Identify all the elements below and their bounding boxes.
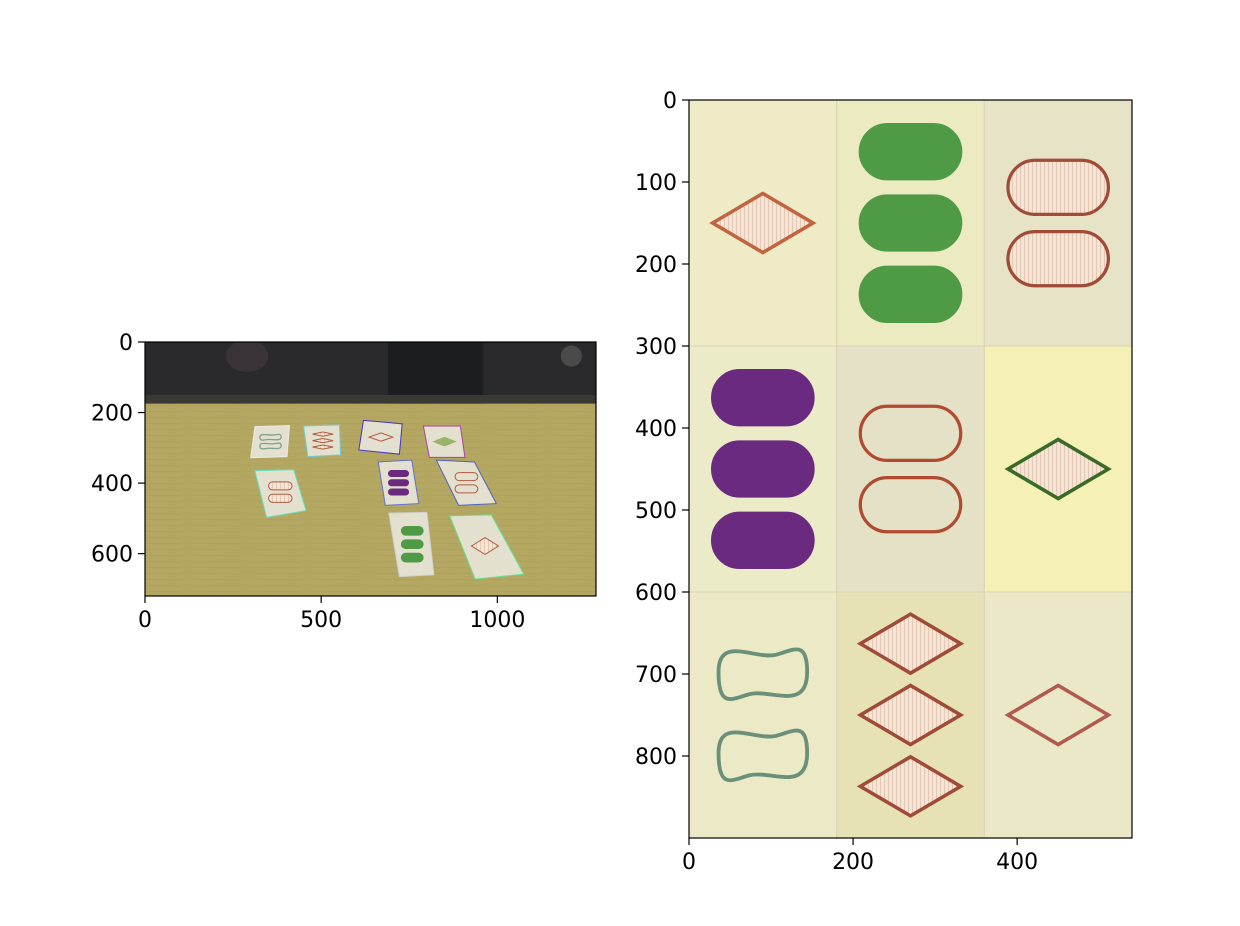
mosaic-symbol xyxy=(716,728,810,783)
card xyxy=(302,424,342,458)
card xyxy=(388,511,435,578)
card xyxy=(377,459,420,506)
mosaic-card xyxy=(836,345,985,593)
right-y-axis: 0 100 200 300 400 500 600 700 800 xyxy=(635,89,689,770)
card-symbol xyxy=(400,539,424,550)
mosaic-card-body xyxy=(689,591,838,838)
card-symbol xyxy=(400,552,424,563)
card-mosaic xyxy=(689,100,1132,838)
right-x-tick-label: 400 xyxy=(996,850,1038,875)
dark-panel xyxy=(388,342,484,404)
right-x-axis: 0 200 400 xyxy=(682,838,1038,875)
mosaic-card xyxy=(836,100,985,347)
left-x-axis: 0 500 1000 xyxy=(138,596,525,633)
left-axes-frame xyxy=(144,341,597,597)
left-x-tick-label: 500 xyxy=(300,608,342,633)
tabletop-photo xyxy=(145,342,596,596)
card-symbol xyxy=(387,479,410,487)
background-object xyxy=(560,345,582,367)
mosaic-symbol xyxy=(1004,683,1112,747)
mosaic-symbol xyxy=(856,612,965,676)
card-symbol xyxy=(400,526,424,536)
left-axes: 0 500 1000 0 200 400 600 xyxy=(91,331,597,633)
card xyxy=(358,419,403,455)
card-body xyxy=(250,425,291,459)
mosaic-card-body xyxy=(983,100,1132,347)
left-y-axis: 0 200 400 600 xyxy=(91,331,145,568)
card-symbol xyxy=(268,493,293,503)
right-y-tick-label: 100 xyxy=(635,171,677,196)
left-y-tick-label: 0 xyxy=(119,331,133,356)
mosaic-symbol xyxy=(1006,158,1110,217)
left-y-tick-label: 200 xyxy=(91,402,133,427)
right-x-tick-label: 200 xyxy=(832,850,874,875)
card xyxy=(250,425,291,459)
card-symbol xyxy=(432,436,457,447)
wall xyxy=(145,342,596,404)
mosaic-card xyxy=(983,345,1132,593)
mosaic-symbol xyxy=(716,647,810,701)
right-y-tick-label: 700 xyxy=(635,663,677,688)
mosaic-card xyxy=(689,345,838,593)
mosaic-card xyxy=(983,100,1132,347)
left-y-tick-label: 400 xyxy=(91,472,133,497)
right-y-tick-label: 500 xyxy=(635,499,677,524)
left-y-tick-label: 600 xyxy=(91,543,133,568)
card-symbol xyxy=(259,442,282,450)
person-silhouette xyxy=(226,342,269,372)
table-edge-shadow xyxy=(145,394,596,404)
card-symbol xyxy=(312,431,334,437)
left-x-tick-label: 1000 xyxy=(469,608,525,633)
left-x-tick-label: 0 xyxy=(138,608,152,633)
mosaic-symbol xyxy=(711,440,815,498)
right-axes: 0 200 400 0 100 200 300 400 500 600 700 800 xyxy=(635,89,1133,875)
mosaic-symbol xyxy=(709,191,817,255)
card-symbol xyxy=(312,444,334,450)
mosaic-card xyxy=(689,100,838,347)
card-symbol xyxy=(312,438,334,444)
card-symbol xyxy=(387,488,410,496)
right-y-tick-label: 200 xyxy=(635,253,677,278)
card xyxy=(449,514,525,580)
mosaic-card-body xyxy=(836,345,985,593)
card-symbol xyxy=(367,432,395,442)
mosaic-card xyxy=(836,591,985,838)
right-y-tick-label: 300 xyxy=(635,335,677,360)
right-y-tick-label: 800 xyxy=(635,745,677,770)
card-symbol xyxy=(454,484,479,494)
mosaic-symbol xyxy=(856,683,965,747)
right-x-tick-label: 0 xyxy=(682,850,696,875)
mosaic-card xyxy=(689,591,838,838)
mosaic-symbol xyxy=(858,404,963,463)
mosaic-symbol xyxy=(856,754,965,818)
card xyxy=(435,459,498,506)
mosaic-symbol xyxy=(858,194,963,252)
card-symbol xyxy=(268,481,293,491)
card xyxy=(254,469,307,518)
mosaic-symbol xyxy=(1004,437,1112,501)
mosaic-symbol xyxy=(711,511,815,570)
card-symbol xyxy=(259,433,282,441)
card-body xyxy=(435,459,498,506)
mosaic-symbol xyxy=(858,122,963,181)
card xyxy=(422,425,466,458)
mosaic-symbol xyxy=(858,475,963,534)
mosaic-symbol xyxy=(858,265,963,324)
right-y-tick-label: 600 xyxy=(635,581,677,606)
card-symbol xyxy=(454,472,479,482)
mosaic-symbol xyxy=(1006,229,1110,288)
card-symbol xyxy=(470,536,500,556)
right-axes-frame xyxy=(688,99,1133,839)
mosaic-symbol xyxy=(711,368,815,427)
mosaic-card xyxy=(983,591,1132,838)
card-body xyxy=(358,419,403,455)
card-symbol xyxy=(387,470,410,478)
right-y-tick-label: 0 xyxy=(663,89,677,114)
card-body xyxy=(254,469,307,518)
right-y-tick-label: 400 xyxy=(635,417,677,442)
